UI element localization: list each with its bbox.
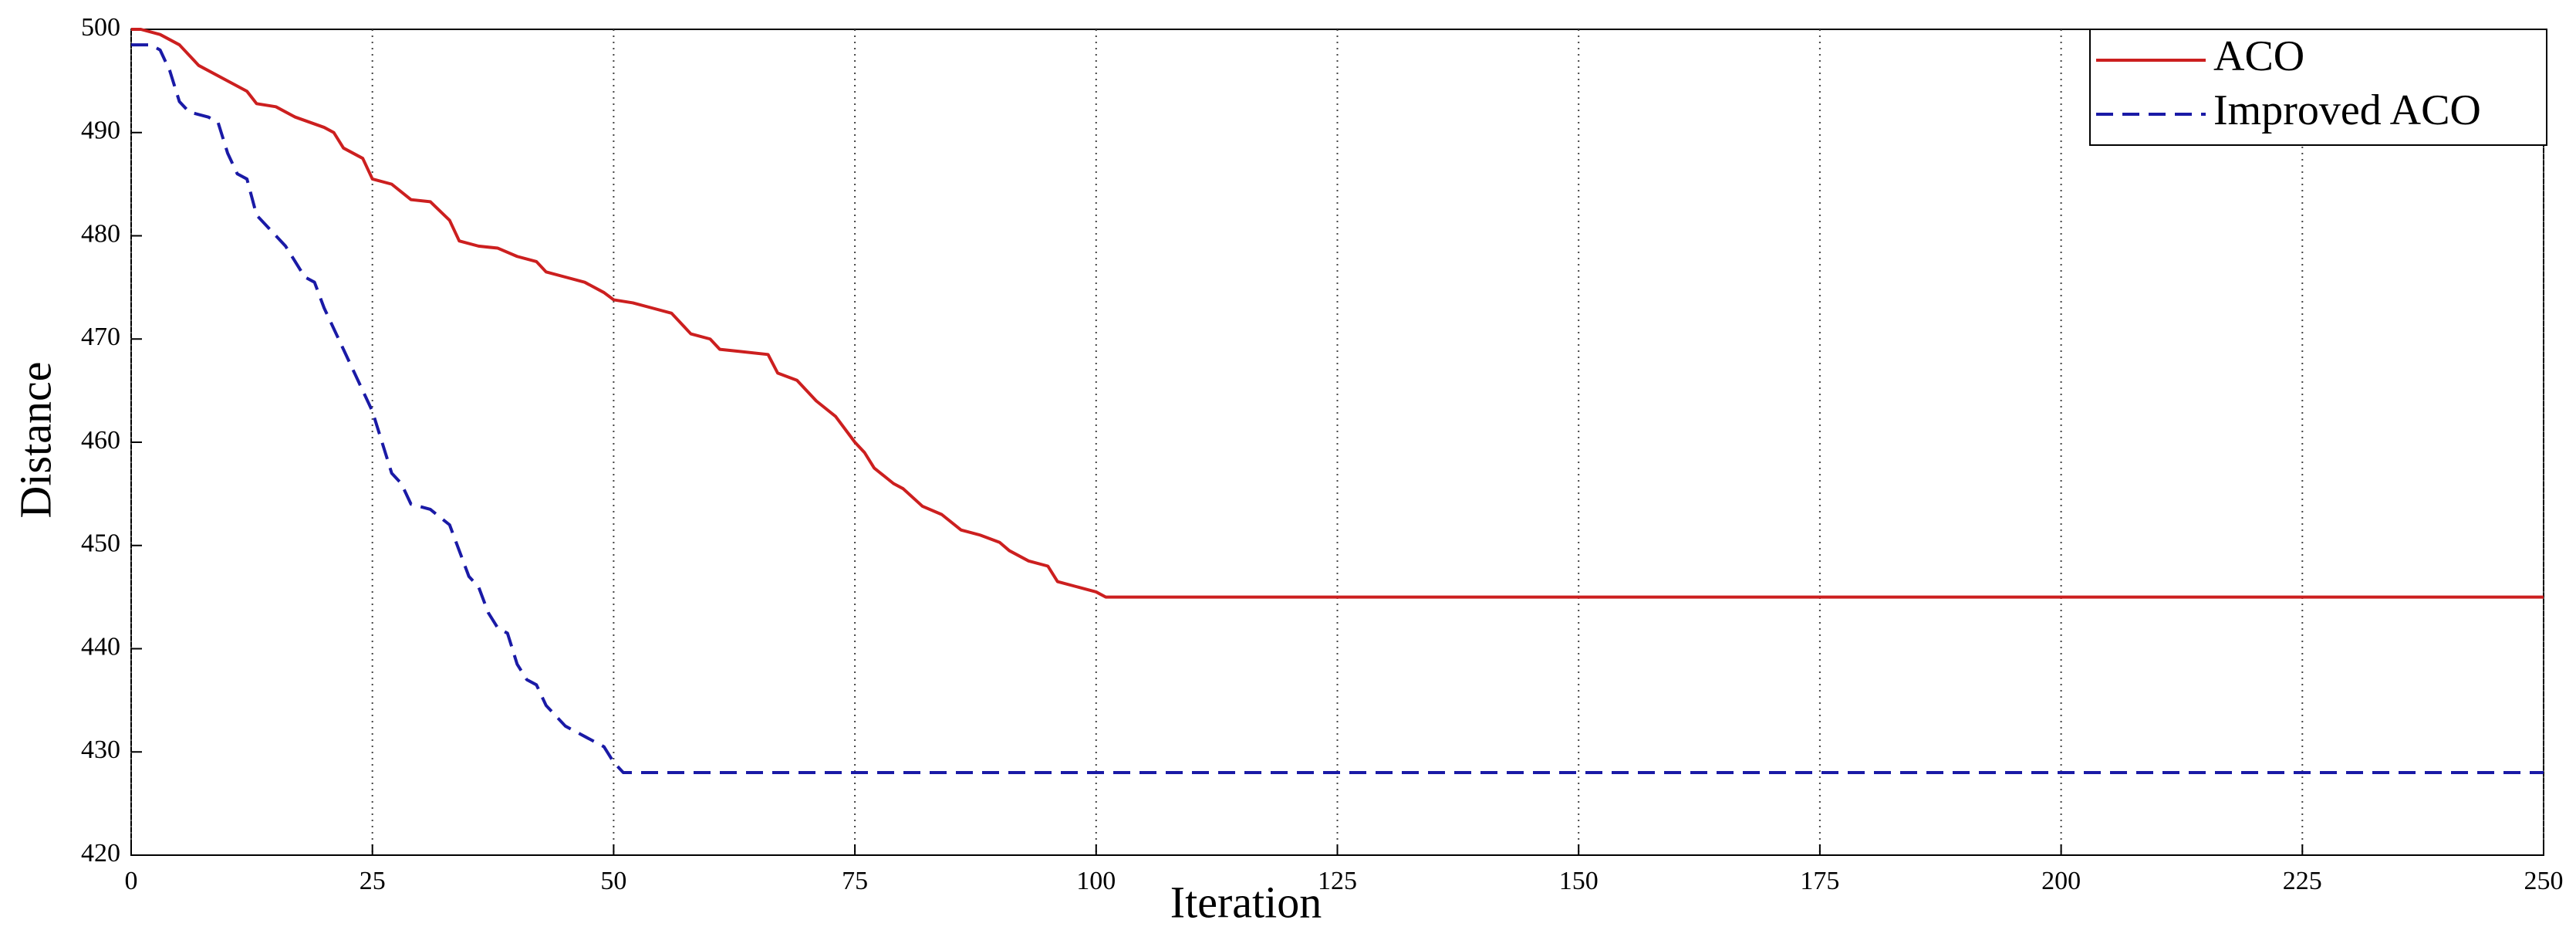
x-tick-label: 225 <box>2283 867 2322 895</box>
legend-label: ACO <box>2213 32 2304 80</box>
x-tick-label: 75 <box>842 867 868 895</box>
y-axis-label: Distance <box>10 362 60 519</box>
x-tick-label: 150 <box>1559 867 1599 895</box>
x-axis-label: Iteration <box>1170 877 1322 927</box>
y-tick-label: 480 <box>81 219 120 248</box>
y-tick-label: 470 <box>81 323 120 351</box>
y-tick-label: 450 <box>81 529 120 558</box>
y-tick-label: 500 <box>81 13 120 42</box>
y-tick-label: 460 <box>81 426 120 455</box>
series-line <box>131 28 2544 599</box>
y-tick-label: 440 <box>81 632 120 661</box>
legend-box <box>2089 29 2547 146</box>
x-tick-label: 200 <box>2041 867 2081 895</box>
legend-label: Improved ACO <box>2213 86 2481 134</box>
series-line <box>131 43 2544 774</box>
x-tick-label: 125 <box>1318 867 1357 895</box>
y-tick-label: 490 <box>81 117 120 145</box>
x-tick-label: 0 <box>125 867 138 895</box>
x-tick-label: 250 <box>2524 867 2564 895</box>
x-tick-label: 25 <box>360 867 386 895</box>
y-tick-label: 430 <box>81 736 120 764</box>
x-tick-label: 175 <box>1800 867 1839 895</box>
x-tick-label: 50 <box>600 867 626 895</box>
x-tick-label: 100 <box>1076 867 1116 895</box>
y-tick-label: 420 <box>81 839 120 868</box>
